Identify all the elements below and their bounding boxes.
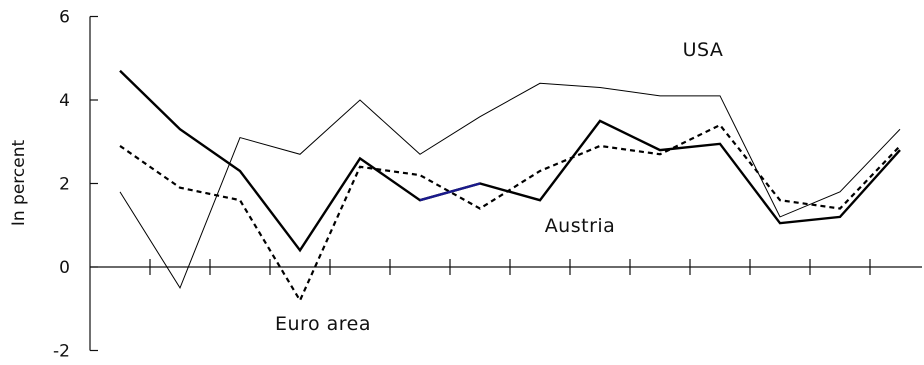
y-tick-label: -2 bbox=[53, 342, 70, 362]
x-axis bbox=[90, 259, 922, 275]
series-line-usa bbox=[119, 82, 901, 289]
y-tick-label: 2 bbox=[59, 175, 70, 195]
series-label-austria: Austria bbox=[545, 215, 616, 237]
y-tick-label: 6 bbox=[59, 8, 70, 28]
series-line-austria bbox=[119, 69, 901, 253]
y-axis-title: In percent bbox=[9, 140, 29, 227]
series-label-usa: USA bbox=[683, 39, 724, 61]
y-tick-label: 4 bbox=[59, 91, 70, 111]
y-tick-label: 0 bbox=[59, 258, 70, 278]
series-label-euro-area: Euro area bbox=[275, 313, 371, 335]
series-line-highlight-segment bbox=[419, 182, 481, 202]
series-line-euro-area bbox=[119, 123, 901, 303]
y-axis: 6 4 2 0 -2 bbox=[53, 8, 98, 362]
series-lines bbox=[119, 69, 901, 303]
